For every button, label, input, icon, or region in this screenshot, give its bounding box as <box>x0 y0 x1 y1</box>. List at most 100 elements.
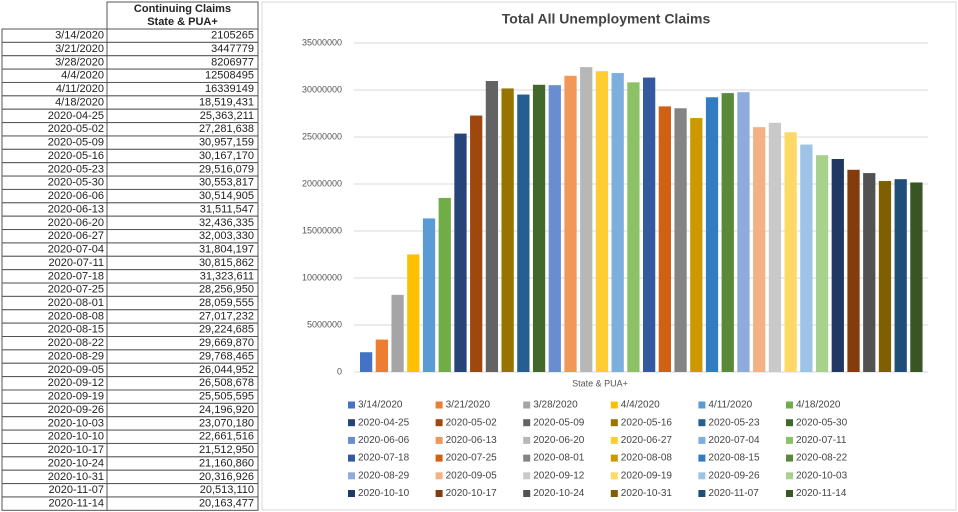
bar <box>611 73 624 372</box>
legend-swatch <box>610 436 618 444</box>
legend-swatch <box>435 436 443 444</box>
table-date: 2020-05-09 <box>48 137 104 149</box>
table-value: 3447779 <box>211 43 254 55</box>
y-tick-label: 20000000 <box>302 178 342 188</box>
table-date: 2020-09-26 <box>48 404 104 416</box>
legend-swatch <box>698 490 706 497</box>
bar <box>407 254 420 372</box>
legend-swatch <box>698 436 706 444</box>
table-value: 18,519,431 <box>199 96 254 108</box>
legend-swatch <box>435 454 443 462</box>
table-value: 26,044,952 <box>199 364 254 376</box>
table-header: State & PUA+ <box>147 16 218 28</box>
table-value: 32,003,330 <box>199 230 254 242</box>
legend-label: 4/18/2020 <box>796 400 841 411</box>
legend-swatch <box>698 419 706 427</box>
legend-label: 2020-05-09 <box>533 417 585 428</box>
table-value: 31,511,547 <box>200 203 254 215</box>
table-date: 2020-11-07 <box>49 484 104 496</box>
bar <box>485 81 499 372</box>
bar <box>815 155 829 372</box>
table-date: 2020-05-02 <box>48 123 104 135</box>
table-date: 3/28/2020 <box>55 56 104 68</box>
legend-swatch <box>786 419 793 427</box>
legend-swatch <box>786 490 793 497</box>
legend-label: 3/21/2020 <box>446 400 491 411</box>
table-date: 2020-09-19 <box>48 391 104 403</box>
table-value: 25,505,595 <box>199 391 254 403</box>
table-date: 2020-06-06 <box>48 190 104 202</box>
bar <box>878 181 892 372</box>
bar <box>454 133 467 372</box>
legend-swatch <box>610 419 618 427</box>
legend-label: 4/4/2020 <box>621 400 660 411</box>
table-date: 2020-08-15 <box>48 324 104 336</box>
bar <box>721 93 734 373</box>
legend-label: 2020-07-04 <box>708 435 760 446</box>
table-value: 29,516,079 <box>199 163 254 175</box>
table-value: 20,316,926 <box>199 471 254 483</box>
table-date: 2020-04-25 <box>48 110 104 122</box>
y-tick-label: 35000000 <box>302 37 342 47</box>
y-tick-label: 10000000 <box>302 272 342 282</box>
legend-label: 2020-10-31 <box>621 488 673 499</box>
table-date: 4/4/2020 <box>61 70 104 82</box>
legend-swatch <box>348 436 355 444</box>
bar <box>910 182 923 372</box>
legend-swatch <box>348 490 355 497</box>
table-date: 4/18/2020 <box>55 96 104 108</box>
legend-label: 2020-08-15 <box>708 453 760 464</box>
legend-label: 4/11/2020 <box>708 400 752 411</box>
legend-label: 2020-10-10 <box>358 488 410 499</box>
legend-label: 2020-06-13 <box>446 435 498 446</box>
table-date: 2020-10-24 <box>48 457 104 469</box>
legend-label: 2020-07-25 <box>446 453 498 464</box>
legend-label: 2020-08-08 <box>621 453 673 464</box>
legend-label: 2020-08-22 <box>796 453 848 464</box>
bar <box>863 173 876 372</box>
table-value: 16339149 <box>205 83 254 95</box>
table-date: 2020-07-11 <box>49 257 104 269</box>
bar <box>674 108 687 373</box>
legend-label: 2020-08-29 <box>358 470 410 481</box>
legend-label: 2020-05-02 <box>446 417 498 428</box>
bar <box>784 132 797 372</box>
table-cell <box>106 1 259 30</box>
table-value: 22,661,516 <box>199 431 254 443</box>
table-date: 2020-07-25 <box>48 284 104 296</box>
table-value: 23,070,180 <box>199 417 254 429</box>
legend-swatch <box>523 401 531 409</box>
table-value: 21,512,950 <box>199 444 254 456</box>
bar <box>643 77 656 373</box>
table-value: 29,224,685 <box>199 324 254 336</box>
table-value: 24,196,920 <box>199 404 254 416</box>
bar <box>548 85 561 373</box>
table-value: 12508495 <box>205 70 254 82</box>
table-value: 30,957,159 <box>199 137 254 149</box>
legend-swatch <box>786 401 793 409</box>
legend-swatch <box>610 490 618 497</box>
legend-swatch <box>435 401 443 409</box>
legend-swatch <box>523 490 531 497</box>
legend-swatch <box>523 454 531 462</box>
y-tick-label: 30000000 <box>302 84 342 94</box>
legend-swatch <box>435 490 443 497</box>
bar <box>470 115 483 372</box>
legend-label: 2020-10-17 <box>446 488 498 499</box>
table-date: 2020-09-05 <box>48 364 104 376</box>
table-date: 2020-10-03 <box>48 417 104 429</box>
table-value: 20,163,477 <box>199 498 254 510</box>
legend-label: 2020-08-01 <box>533 453 585 464</box>
table-value: 27,017,232 <box>199 310 254 322</box>
table-date: 2020-08-01 <box>48 297 104 309</box>
table-value: 27,281,638 <box>199 123 254 135</box>
legend-swatch <box>435 472 443 480</box>
table-value: 21,160,860 <box>199 457 254 469</box>
legend-swatch <box>348 419 355 427</box>
y-tick-label: 15000000 <box>302 225 342 235</box>
legend-swatch <box>698 454 706 462</box>
table-cell <box>106 496 259 511</box>
legend-label: 2020-11-14 <box>796 488 847 499</box>
table-value: 28,059,555 <box>199 297 254 309</box>
